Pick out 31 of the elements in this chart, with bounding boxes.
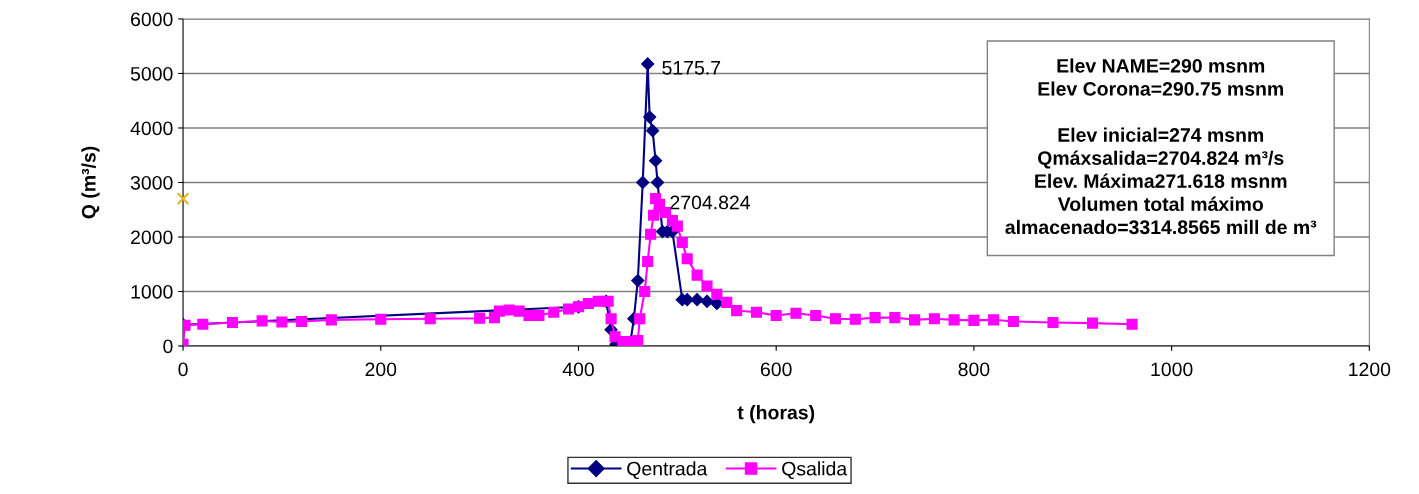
point [636,175,650,190]
x-axis-title: t (horas) [737,405,815,424]
x-tick-label: 600 [760,362,792,377]
point [650,175,665,190]
x-tick-label: 0 [178,362,188,377]
y-tick-label: 3000 [130,175,173,190]
point [690,293,704,307]
point [631,274,645,288]
x-tick-label: 1200 [1349,362,1391,377]
legend-label: Qsalida [782,461,848,480]
annotation: 5175.7 [662,61,721,75]
annotation: 2704.824 [670,195,751,210]
point [643,110,657,124]
y-tick-label: 5000 [130,66,173,81]
x-tick-label: 800 [958,362,990,377]
x-tick-label: 1000 [1151,362,1193,377]
y-tick-label: 4000 [130,121,173,136]
point [641,57,655,71]
legend-label: Qentrada [627,461,708,480]
x-tick-label: 200 [365,362,397,377]
text: Elev NAME=290 msnm Elev Corona=290.75 msnm Elev inicial=274 msnm Qmáxsalida=2704.824 m³/s Elev. Máxima271.618 msnm Volumen total máximo almacenado=3314.8565 mill de m³ [1005,58,1317,235]
y-axis-title: Q (m³/s) [81,146,100,219]
point [646,124,660,138]
point [176,192,190,205]
y-tick-label: 1000 [131,284,173,299]
y-tick-label: 2000 [131,230,173,245]
x-tick-label: 400 [562,362,594,377]
point [648,154,663,168]
point [700,294,714,308]
y-tick-label: 0 [163,339,173,354]
y-tick-label: 6000 [131,12,173,27]
